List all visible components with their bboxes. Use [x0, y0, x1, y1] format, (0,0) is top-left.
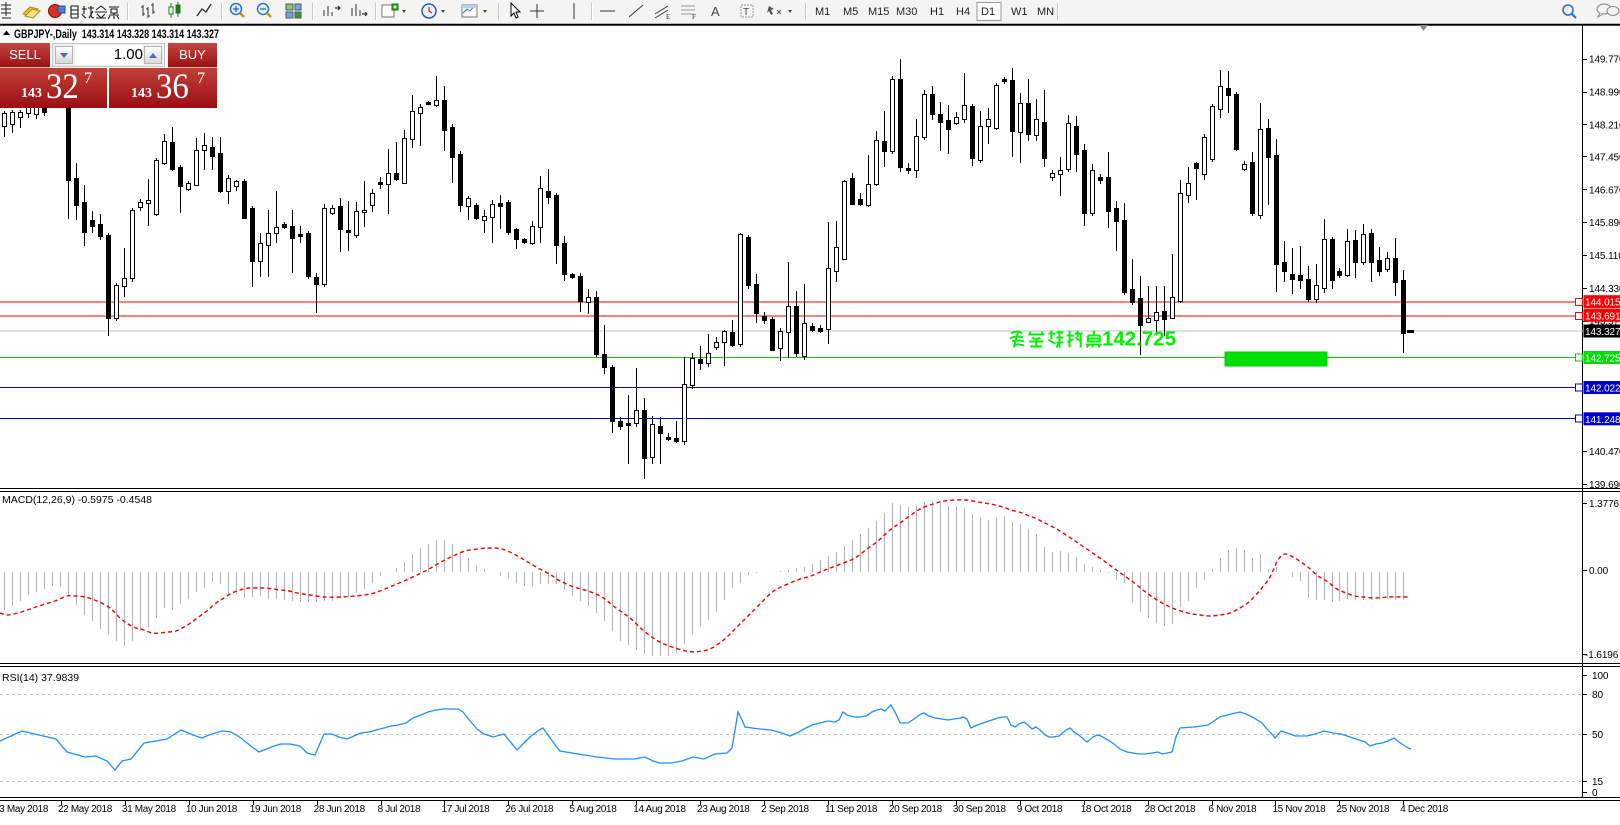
svg-text:50: 50 [1592, 730, 1603, 741]
svg-text:1.3776: 1.3776 [1589, 499, 1620, 510]
svg-text:0.00: 0.00 [1589, 566, 1609, 577]
svg-text:6 Nov 2018: 6 Nov 2018 [1209, 804, 1257, 815]
svg-text:MACD(12,26,9) -0.5975 -0.4548: MACD(12,26,9) -0.5975 -0.4548 [2, 494, 152, 506]
svg-text:15 Nov 2018: 15 Nov 2018 [1272, 804, 1326, 815]
svg-text:14 Aug 2018: 14 Aug 2018 [633, 804, 686, 815]
svg-text:147.450: 147.450 [1589, 152, 1620, 163]
svg-text:0: 0 [1592, 788, 1598, 799]
svg-text:148.990: 148.990 [1589, 88, 1620, 99]
svg-text:13 May 2018: 13 May 2018 [0, 804, 49, 815]
svg-text:139.690: 139.690 [1589, 480, 1620, 491]
svg-text:2 Sep 2018: 2 Sep 2018 [761, 804, 809, 815]
svg-text:142.022: 142.022 [1585, 384, 1620, 395]
svg-text:11 Sep 2018: 11 Sep 2018 [825, 804, 878, 815]
svg-text:80: 80 [1592, 690, 1603, 701]
svg-text:RSI(14) 37.9839: RSI(14) 37.9839 [2, 672, 79, 684]
svg-text:28 Oct 2018: 28 Oct 2018 [1145, 804, 1196, 815]
svg-text:144.330: 144.330 [1589, 284, 1620, 295]
svg-text:15: 15 [1592, 777, 1603, 788]
svg-text:22 May 2018: 22 May 2018 [58, 804, 113, 815]
svg-text:142.725: 142.725 [1102, 328, 1176, 351]
svg-text:141.248: 141.248 [1585, 415, 1620, 426]
svg-text:26 Jul 2018: 26 Jul 2018 [505, 804, 554, 815]
svg-text:25 Nov 2018: 25 Nov 2018 [1336, 804, 1390, 815]
svg-text:19 Jun 2018: 19 Jun 2018 [250, 804, 302, 815]
svg-text:143.327: 143.327 [1585, 327, 1620, 338]
svg-text:143.691: 143.691 [1585, 311, 1620, 322]
svg-text:17 Jul 2018: 17 Jul 2018 [442, 804, 491, 815]
svg-text:28 Jun 2018: 28 Jun 2018 [314, 804, 366, 815]
svg-text:18 Oct 2018: 18 Oct 2018 [1081, 804, 1132, 815]
svg-text:144.015: 144.015 [1585, 298, 1620, 309]
svg-text:149.770: 149.770 [1589, 55, 1620, 66]
svg-text:148.210: 148.210 [1589, 120, 1620, 131]
svg-text:4 Dec 2018: 4 Dec 2018 [1400, 804, 1448, 815]
svg-text:142.725: 142.725 [1585, 354, 1620, 365]
svg-text:100: 100 [1592, 671, 1609, 682]
svg-text:-1.6196: -1.6196 [1585, 650, 1619, 661]
svg-text:145.110: 145.110 [1589, 251, 1620, 262]
svg-text:145.890: 145.890 [1589, 218, 1620, 229]
svg-text:146.670: 146.670 [1589, 185, 1620, 196]
svg-text:20 Sep 2018: 20 Sep 2018 [889, 804, 943, 815]
svg-text:31 May 2018: 31 May 2018 [122, 804, 177, 815]
svg-text:9 Oct 2018: 9 Oct 2018 [1017, 804, 1063, 815]
svg-text:10 Jun 2018: 10 Jun 2018 [186, 804, 238, 815]
svg-text:8 Jul 2018: 8 Jul 2018 [378, 804, 421, 815]
svg-text:23 Aug 2018: 23 Aug 2018 [697, 804, 750, 815]
svg-text:30 Sep 2018: 30 Sep 2018 [953, 804, 1007, 815]
svg-text:5 Aug 2018: 5 Aug 2018 [569, 804, 617, 815]
svg-text:140.470: 140.470 [1589, 447, 1620, 458]
svg-text:GBPJPY-,Daily 143.314 143.328: GBPJPY-,Daily 143.314 143.328 143.314 14… [14, 29, 219, 41]
